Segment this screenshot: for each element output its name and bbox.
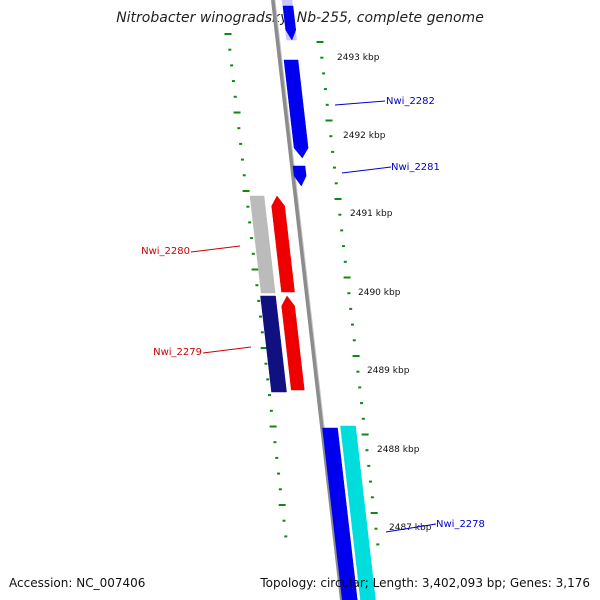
gene-bar-nwi-2278 xyxy=(322,427,358,600)
kbp-label-2489: 2489 kbp xyxy=(367,366,410,376)
feature-track xyxy=(249,0,376,600)
gene-label-nwi-2278[interactable]: Nwi_2278 xyxy=(436,519,485,530)
genome-backbone xyxy=(271,0,344,600)
kbp-label-2490: 2490 kbp xyxy=(358,288,401,298)
gene-bar-nwi-2281 xyxy=(292,165,307,187)
gene-bar-top xyxy=(282,5,297,41)
kbp-label-2493: 2493 kbp xyxy=(337,53,380,63)
right-tick-rail xyxy=(316,41,380,546)
left-tick-rail xyxy=(224,33,288,538)
gene-bar-nwi-2279 xyxy=(281,295,305,391)
leader-line-nwi-2278 xyxy=(385,523,437,533)
cds-bar-navy xyxy=(260,295,287,393)
cds-bar-cyan xyxy=(340,425,376,600)
leader-line-nwi-2279 xyxy=(202,346,252,354)
kbp-label-2491: 2491 kbp xyxy=(350,209,393,219)
kbp-label-2488: 2488 kbp xyxy=(377,445,420,455)
leader-line-nwi-2282 xyxy=(334,100,386,106)
leader-line-nwi-2280 xyxy=(190,245,241,253)
gene-label-nwi-2279[interactable]: Nwi_2279 xyxy=(153,347,202,358)
gene-bar-nwi-2280 xyxy=(271,195,295,293)
gene-label-nwi-2281[interactable]: Nwi_2281 xyxy=(391,162,440,173)
gene-label-nwi-2280[interactable]: Nwi_2280 xyxy=(141,246,190,257)
accession-text: Accession: NC_007406 xyxy=(9,576,145,590)
leader-line-nwi-2281 xyxy=(341,166,392,174)
gene-labels: Nwi_2282 Nwi_2281 Nwi_2280 Nwi_2279 Nwi_… xyxy=(141,96,485,533)
map-title: Nitrobacter winogradskyi Nb-255, complet… xyxy=(116,10,484,26)
topology-text: Topology: circular; Length: 3,402,093 bp… xyxy=(259,576,590,590)
cds-bar-grey xyxy=(249,195,276,294)
gene-bar-nwi-2282 xyxy=(283,59,309,159)
kbp-label-2492: 2492 kbp xyxy=(343,131,386,141)
gene-label-nwi-2282[interactable]: Nwi_2282 xyxy=(386,96,435,107)
